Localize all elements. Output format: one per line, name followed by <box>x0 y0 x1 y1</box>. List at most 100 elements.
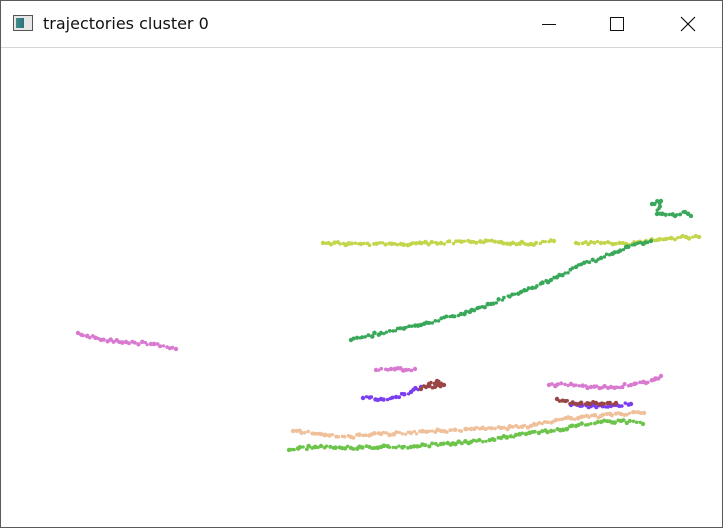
trajectory-series-10 <box>554 396 619 407</box>
trajectory-marker <box>402 391 407 397</box>
trajectory-marker <box>303 431 307 435</box>
trajectory-marker <box>631 419 636 424</box>
trajectory-marker <box>624 412 629 417</box>
title-bar[interactable]: trajectories cluster 0 <box>1 1 722 48</box>
trajectory-marker <box>484 439 488 443</box>
trajectory-marker <box>394 430 399 435</box>
trajectory-series-0 <box>320 238 557 248</box>
trajectory-marker <box>367 243 372 248</box>
trajectory-marker <box>409 368 414 373</box>
trajectory-marker <box>638 380 642 385</box>
trajectory-series-1 <box>573 233 702 247</box>
trajectory-marker <box>483 238 489 244</box>
trajectory-marker <box>478 239 483 244</box>
trajectory-point <box>498 425 504 431</box>
trajectory-marker <box>327 433 332 438</box>
trajectory-marker <box>364 395 369 399</box>
trajectory-marker <box>351 447 356 451</box>
trajectory-marker <box>299 430 304 436</box>
trajectory-marker <box>617 240 622 246</box>
trajectory-marker <box>560 417 565 422</box>
trajectory-marker <box>607 400 613 405</box>
trajectory-marker <box>306 443 312 449</box>
trajectory-marker <box>659 211 665 217</box>
maximize-button[interactable] <box>594 1 640 47</box>
trajectory-marker <box>542 420 547 424</box>
trajectory-marker <box>579 421 584 426</box>
trajectory-marker <box>623 401 627 405</box>
trajectory-marker <box>494 301 498 305</box>
trajectory-marker <box>504 434 510 440</box>
trajectory-series-2 <box>348 238 654 343</box>
trajectory-marker <box>333 445 338 451</box>
trajectory-marker <box>621 248 626 252</box>
trajectory-marker <box>401 242 407 248</box>
trajectory-point <box>573 401 579 407</box>
trajectory-marker <box>379 366 384 371</box>
trajectory-marker <box>430 441 435 446</box>
trajectory-point <box>418 386 424 392</box>
trajectory-marker <box>552 429 556 433</box>
trajectory-marker <box>387 329 392 333</box>
trajectory-marker <box>511 424 515 429</box>
trajectory-series-9 <box>418 378 447 392</box>
trajectory-marker <box>686 236 692 241</box>
trajectory-marker <box>383 242 388 247</box>
trajectory-point <box>378 330 384 336</box>
trajectory-marker <box>436 443 440 448</box>
trajectory-marker <box>313 431 318 436</box>
trajectory-marker <box>492 239 497 244</box>
trajectory-marker <box>474 240 479 245</box>
trajectory-marker <box>563 271 567 275</box>
trajectory-marker <box>560 427 566 433</box>
minimize-button[interactable] <box>526 1 572 47</box>
trajectory-marker <box>427 321 432 325</box>
trajectory-marker <box>397 444 401 448</box>
trajectory-point <box>593 400 599 406</box>
trajectory-marker <box>366 333 371 338</box>
trajectory-marker <box>602 255 607 259</box>
trajectory-marker <box>675 213 679 217</box>
trajectory-point <box>598 255 604 261</box>
trajectory-marker <box>568 416 574 421</box>
trajectory-point <box>641 410 647 416</box>
trajectory-marker <box>426 242 431 247</box>
plot-canvas[interactable] <box>1 48 722 527</box>
trajectory-series-11 <box>290 409 647 440</box>
trajectory-marker <box>395 243 400 247</box>
trajectory-marker <box>437 379 441 384</box>
trajectory-point <box>548 428 554 434</box>
trajectory-marker <box>577 384 581 388</box>
trajectory-marker <box>580 241 585 246</box>
trajectory-marker <box>459 239 464 244</box>
trajectory-marker <box>545 420 550 425</box>
trajectory-marker <box>604 252 609 256</box>
trajectory-marker <box>136 342 141 347</box>
trajectory-marker <box>533 429 537 434</box>
trajectory-marker <box>372 330 377 336</box>
close-button[interactable] <box>665 1 711 47</box>
trajectory-marker <box>612 250 617 255</box>
trajectory-marker <box>570 266 575 270</box>
trajectory-marker <box>587 415 591 419</box>
trajectory-marker <box>657 201 662 205</box>
trajectory-marker <box>301 445 305 449</box>
trajectory-marker <box>508 434 513 439</box>
trajectory-marker <box>387 432 393 438</box>
trajectory-marker <box>581 414 586 419</box>
window-title: trajectories cluster 0 <box>43 14 209 33</box>
trajectory-marker <box>657 236 662 242</box>
trajectory-point <box>173 346 179 352</box>
trajectory-marker <box>453 427 458 433</box>
trajectory-series-3 <box>649 198 694 219</box>
trajectory-marker <box>572 417 577 421</box>
trajectory-marker <box>411 444 417 449</box>
trajectory-marker <box>502 295 506 300</box>
trajectory-marker <box>592 240 597 245</box>
trajectory-marker <box>384 431 389 435</box>
trajectory-marker <box>587 401 593 407</box>
trajectory-marker <box>442 242 447 246</box>
trajectory-point <box>588 384 594 390</box>
trajectory-point <box>640 421 646 427</box>
trajectory-marker <box>372 430 377 436</box>
